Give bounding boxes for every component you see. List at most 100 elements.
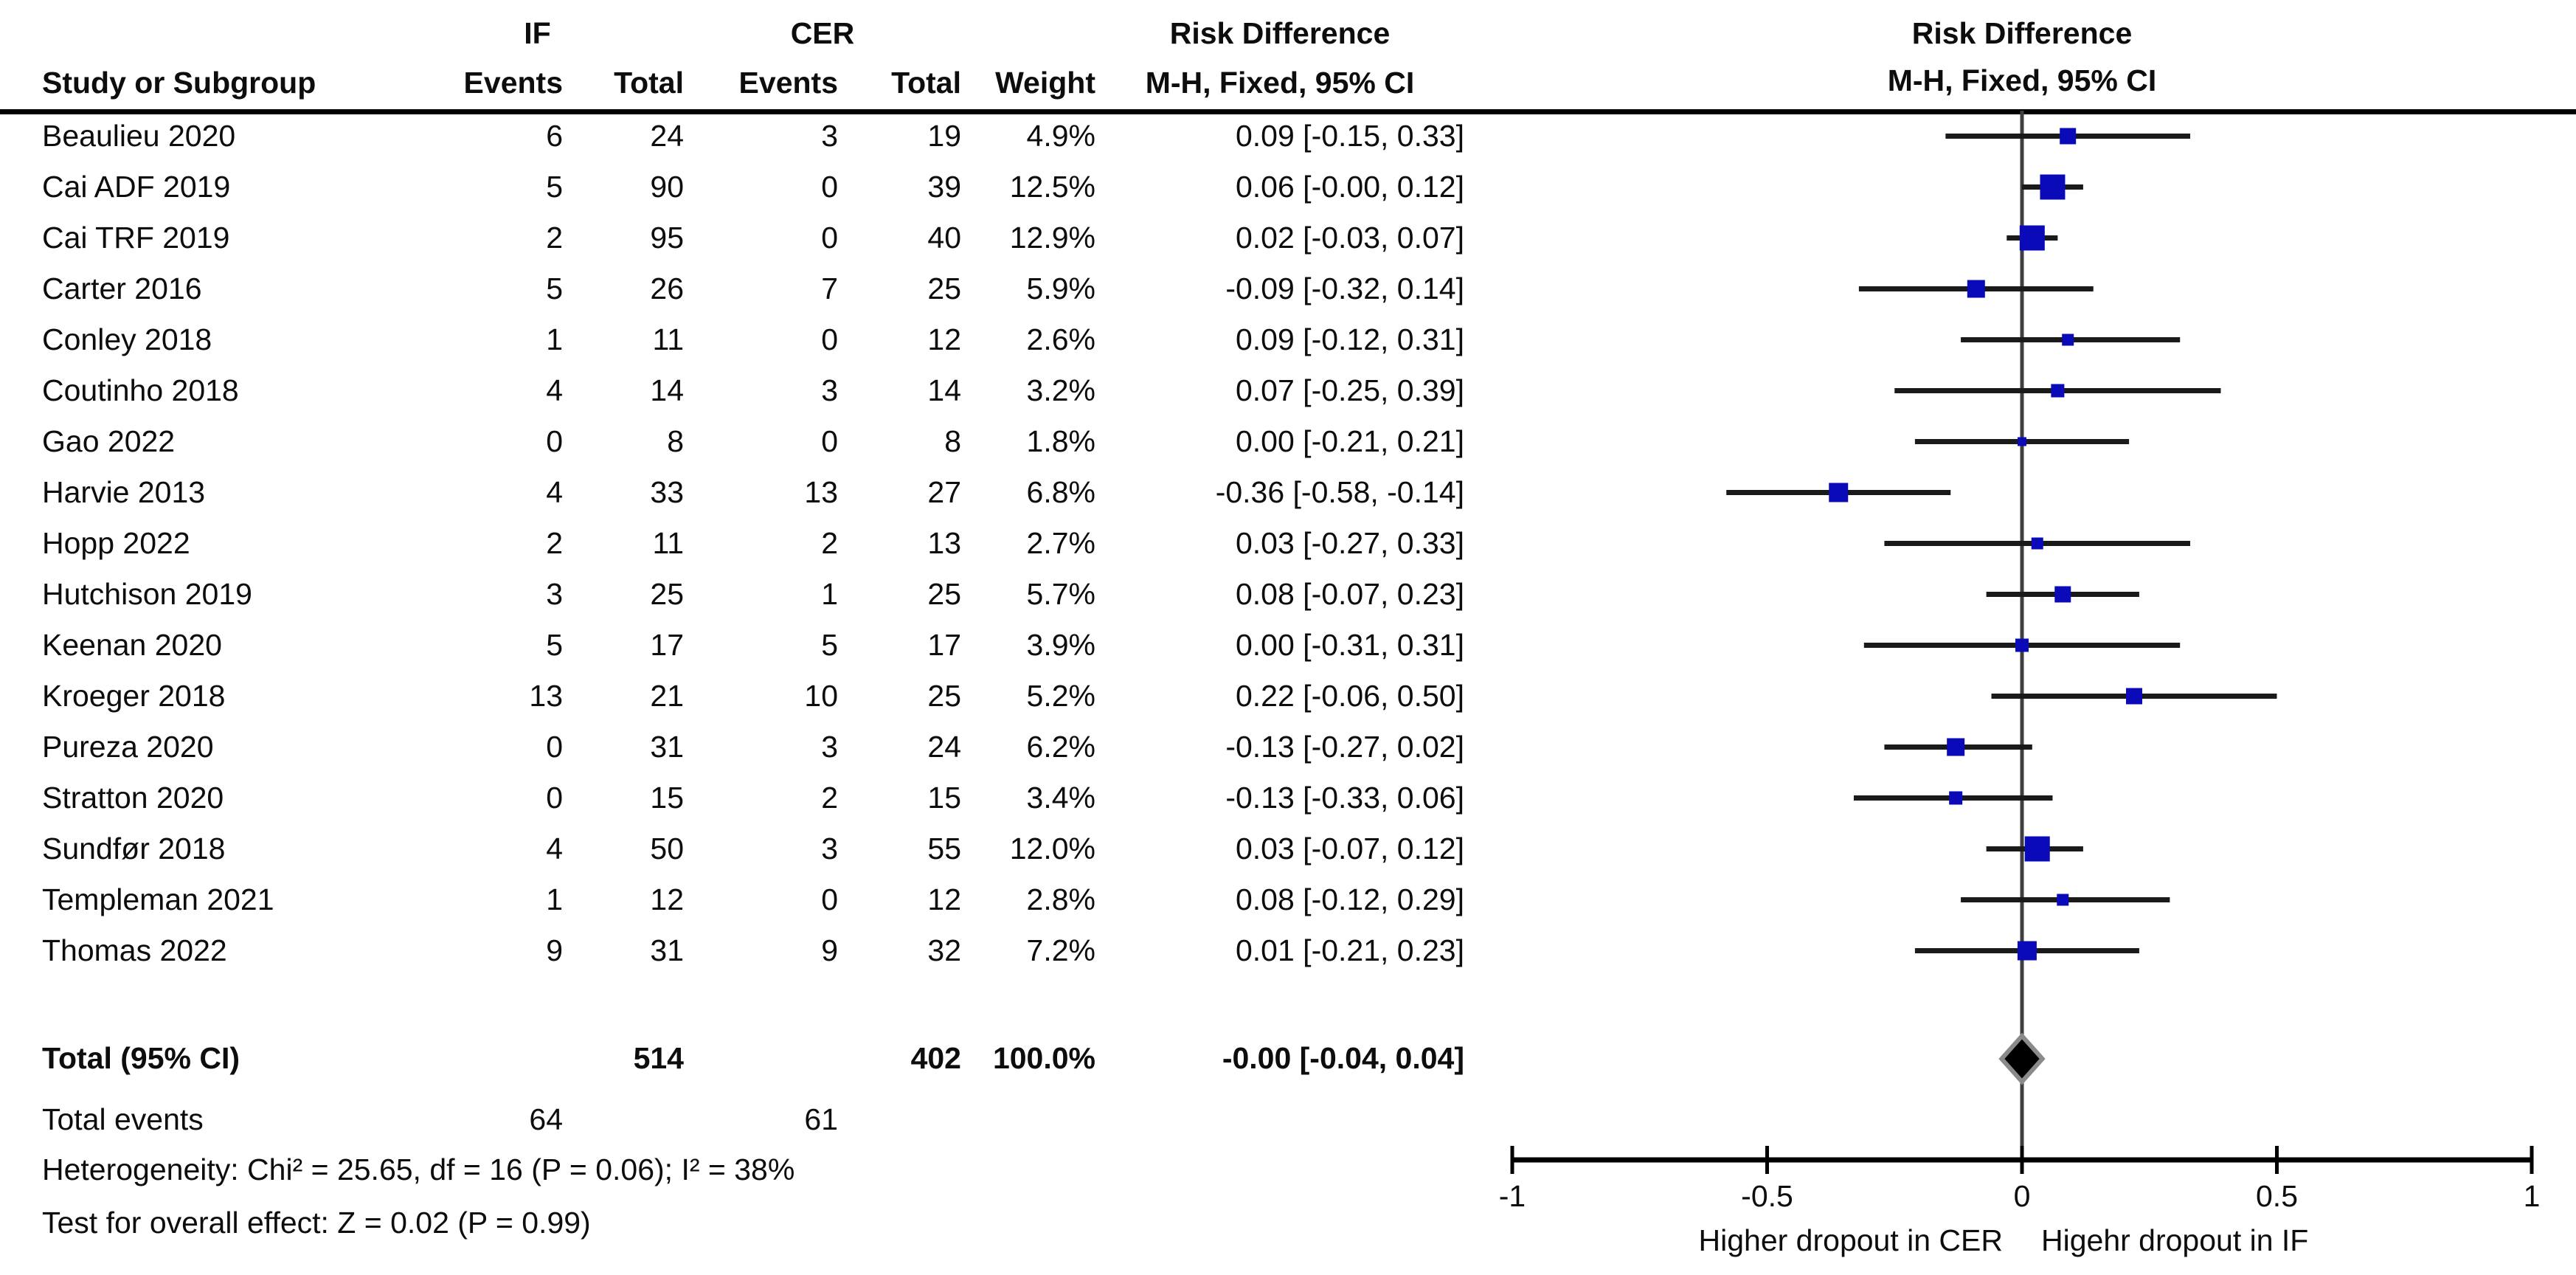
axis-tick-label: 0: [2013, 1179, 2031, 1213]
overall-effect-stats: Test for overall effect: Z = 0.02 (P = 0…: [42, 1206, 591, 1240]
if-total: 31: [650, 933, 684, 967]
rd-ci-text: 0.02 [-0.03, 0.07]: [1235, 221, 1464, 255]
rd-ci-text: 0.08 [-0.07, 0.23]: [1235, 577, 1464, 611]
if-total: 95: [650, 221, 684, 255]
cer-events: 13: [804, 475, 838, 509]
effect-marker: [2051, 384, 2065, 398]
weight: 2.6%: [1026, 322, 1095, 356]
weight: 12.9%: [1009, 221, 1095, 255]
if-events: 2: [546, 221, 563, 255]
study-name: Gao 2022: [42, 424, 176, 458]
axis-tick-label: -0.5: [1741, 1179, 1793, 1213]
if-events: 0: [546, 781, 563, 815]
cer-events: 0: [821, 221, 838, 255]
cer-events: 1: [821, 577, 838, 611]
cer-events: 3: [821, 373, 838, 407]
study-name: Conley 2018: [42, 322, 212, 356]
cer-total: 12: [927, 322, 961, 356]
cer-events: 3: [821, 832, 838, 865]
cer-events: 9: [821, 933, 838, 967]
if-events: 9: [546, 933, 563, 967]
axis-tick-label: 0.5: [2256, 1179, 2298, 1213]
cer-events: 7: [821, 272, 838, 305]
rd-ci-text: 0.00 [-0.31, 0.31]: [1235, 628, 1464, 662]
cer-total: 25: [927, 679, 961, 713]
total-events-label: Total events: [42, 1102, 204, 1136]
effect-marker: [2017, 941, 2037, 961]
cer-total: 12: [927, 882, 961, 916]
weight: 3.4%: [1026, 781, 1095, 815]
if-total: 24: [650, 119, 684, 153]
if-events: 5: [546, 272, 563, 305]
if-events: 3: [546, 577, 563, 611]
rd-ci-text: 0.01 [-0.21, 0.23]: [1235, 933, 1464, 967]
study-row: Coutinho 2018 4 14 3 14 3.2% 0.07 [-0.25, 0.39…: [0, 365, 1464, 416]
total-label: Total (95% CI): [42, 1041, 240, 1075]
total-cer-total: 402: [910, 1041, 961, 1075]
rd-ci-text: -0.09 [-0.32, 0.14]: [1225, 272, 1464, 305]
effect-marker: [2024, 836, 2050, 862]
study-name: Cai ADF 2019: [42, 170, 231, 204]
axis-label-right: Higehr dropout in IF: [2041, 1223, 2309, 1257]
effect-marker: [2040, 174, 2066, 200]
effect-marker: [2126, 688, 2143, 705]
cer-total: 13: [927, 526, 961, 560]
study-row: Cai TRF 2019 2 95 0 40 12.9% 0.02 [-0.03, 0.07…: [0, 212, 1464, 263]
rd-ci-text: 0.09 [-0.12, 0.31]: [1235, 322, 1464, 356]
group-header-if: IF: [524, 16, 551, 50]
study-name: Templeman 2021: [42, 882, 274, 916]
rd-ci-text: 0.09 [-0.15, 0.33]: [1235, 119, 1464, 153]
col-header-rd-method: M-H, Fixed, 95% CI: [1145, 65, 1415, 100]
rd-ci-text: -0.36 [-0.58, -0.14]: [1215, 475, 1464, 509]
weight: 5.7%: [1026, 577, 1095, 611]
weight: 6.8%: [1026, 475, 1095, 509]
study-name: Stratton 2020: [42, 781, 224, 815]
study-name: Coutinho 2018: [42, 373, 239, 407]
if-total: 25: [650, 577, 684, 611]
study-row: Keenan 2020 5 17 5 17 3.9% 0.00 [-0.31, 0.31]: [0, 620, 1464, 671]
rd-ci-text: 0.06 [-0.00, 0.12]: [1235, 170, 1464, 204]
if-total: 26: [650, 272, 684, 305]
if-events: 13: [529, 679, 563, 713]
study-row: Beaulieu 2020 6 24 3 19 4.9% 0.09 [-0.15, 0.33…: [0, 111, 1464, 162]
study-row: Hutchison 2019 3 25 1 25 5.7% 0.08 [-0.07, 0.2…: [0, 569, 1464, 620]
if-events: 4: [546, 832, 563, 865]
weight: 12.0%: [1009, 832, 1095, 865]
weight: 4.9%: [1026, 119, 1095, 153]
plot-rd-method-subtitle: M-H, Fixed, 95% CI: [1887, 63, 2157, 97]
weight: 3.2%: [1026, 373, 1095, 407]
study-row: Kroeger 2018 13 21 10 25 5.2% 0.22 [-0.06, 0.5…: [0, 671, 1464, 722]
if-total: 11: [652, 322, 684, 356]
study-name: Pureza 2020: [42, 730, 214, 764]
study-name: Cai TRF 2019: [42, 221, 230, 255]
if-events: 4: [546, 373, 563, 407]
if-events: 1: [546, 882, 563, 916]
cer-events: 0: [821, 424, 838, 458]
study-row: Carter 2016 5 26 7 25 5.9% -0.09 [-0.32, 0.14]: [0, 263, 1464, 314]
if-total: 50: [650, 832, 684, 865]
if-total: 31: [650, 730, 684, 764]
if-events: 1: [546, 322, 563, 356]
if-total: 12: [650, 882, 684, 916]
study-row: Cai ADF 2019 5 90 0 39 12.5% 0.06 [-0.00, 0.12…: [0, 162, 1464, 212]
study-row: Templeman 2021 1 12 0 12 2.8% 0.08 [-0.12, 0.2…: [0, 874, 1464, 925]
study-row: Sundfør 2018 4 50 3 55 12.0% 0.03 [-0.07, 0.12…: [0, 823, 1464, 874]
if-total: 14: [650, 373, 684, 407]
effect-marker: [1829, 483, 1849, 502]
total-events-row: Total events 64 61: [0, 1096, 1464, 1143]
study-row: Conley 2018 1 11 0 12 2.6% 0.09 [-0.12, 0.31]: [0, 314, 1464, 365]
weight: 2.7%: [1026, 526, 1095, 560]
effect-marker: [2019, 225, 2045, 251]
if-total: 17: [650, 628, 684, 662]
rd-ci-text: 0.03 [-0.27, 0.33]: [1235, 526, 1464, 560]
if-total: 21: [650, 679, 684, 713]
col-header-weight: Weight: [995, 65, 1095, 100]
cer-events: 0: [821, 170, 838, 204]
study-name: Kroeger 2018: [42, 679, 226, 713]
effect-marker: [1949, 791, 1963, 805]
if-total: 11: [652, 526, 684, 560]
cer-total: 40: [927, 221, 961, 255]
study-name: Hutchison 2019: [42, 577, 252, 611]
cer-total: 19: [927, 119, 961, 153]
if-events: 0: [546, 424, 563, 458]
